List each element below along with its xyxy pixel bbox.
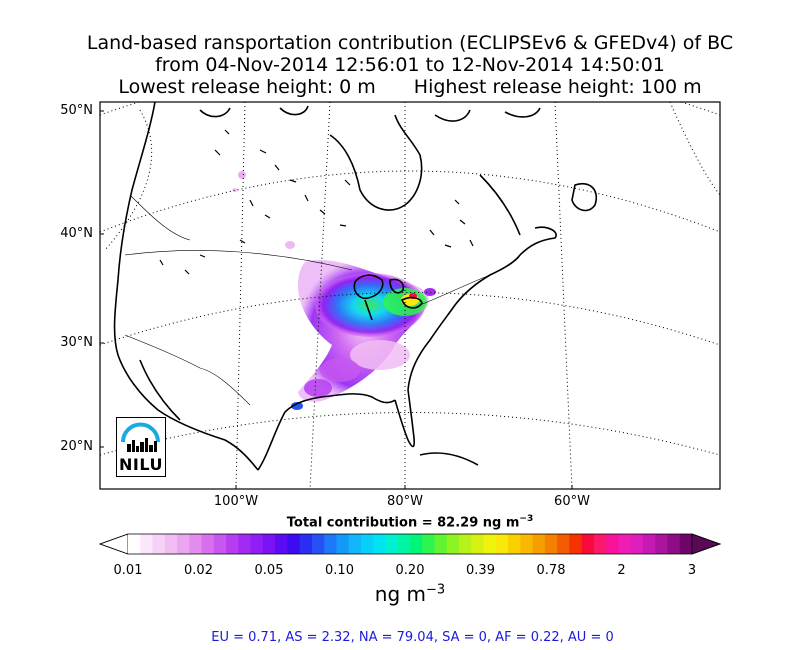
- colorbar-tick-label: 0.10: [325, 563, 354, 578]
- colorbar-segment: [348, 534, 362, 554]
- lakes: [159, 129, 474, 275]
- coastlines: [113, 102, 597, 471]
- colorbar-segment: [532, 534, 546, 554]
- colorbar-segment: [140, 534, 153, 554]
- nilu-logo-text: NILU: [119, 455, 163, 474]
- colorbar-tick-label: 2: [617, 563, 626, 578]
- title-line-1: Land-based ransportation contribution (E…: [86, 32, 734, 54]
- regional-contributions: EU = 0.71, AS = 2.32, NA = 79.04, SA = 0…: [211, 630, 614, 645]
- map-frame: [99, 101, 721, 490]
- colorbar-segment: [459, 534, 472, 554]
- colorbar-segment: [508, 534, 521, 554]
- colorbar-segment: [164, 534, 178, 554]
- colorbar-segment: [434, 534, 448, 554]
- axis-ticks: [100, 110, 573, 489]
- colorbar-segment: [495, 534, 509, 554]
- colorbar-tick-label: 3: [687, 563, 697, 578]
- colorbar-segment: [226, 534, 239, 554]
- lowest-release-height: Lowest release height: 0 m: [118, 76, 376, 98]
- borders: [124, 194, 491, 406]
- colorbar-segment: [446, 534, 460, 554]
- colorbar-tick-label: 0.02: [184, 563, 213, 578]
- lon-label-80w: 80°W: [387, 494, 423, 509]
- colorbar-segment: [238, 534, 252, 554]
- colorbar-segment: [373, 534, 386, 554]
- colorbar-segment: [360, 534, 374, 554]
- colorbar-segment: [262, 534, 276, 554]
- colorbar-segment: [520, 534, 534, 554]
- colorbar-tick-label: 0.05: [254, 563, 284, 578]
- colorbar-segment: [642, 534, 656, 554]
- colorbar-segment: [189, 534, 202, 554]
- highest-release-height: Highest release height: 100 m: [413, 76, 702, 98]
- colorbar-segment: [655, 534, 668, 554]
- colorbar-segment: [557, 534, 570, 554]
- colorbar-unit: ng m−3: [0, 582, 800, 606]
- colorbar-segment: [606, 534, 619, 554]
- colorbar-segment: [152, 534, 166, 554]
- total-contribution: Total contribution = 82.29 ng m−3: [0, 514, 800, 530]
- colorbar-frame: [98, 533, 722, 555]
- colorbar-segment: [311, 534, 325, 554]
- colorbar-segment: [397, 534, 411, 554]
- colorbar-unit-text: ng m: [374, 582, 427, 606]
- colorbar-segment: [177, 534, 190, 554]
- total-contribution-exponent: −3: [519, 514, 534, 524]
- colorbar-segment: [201, 534, 215, 554]
- colorbar-segment: [385, 534, 399, 554]
- colorbar-tick-label: 0.39: [466, 563, 495, 578]
- lat-label-50n: 50°N: [60, 103, 93, 118]
- title-line-2: from 04-Nov-2014 12:56:01 to 12-Nov-2014…: [155, 54, 665, 76]
- colorbar-max-extension: [691, 533, 722, 555]
- colorbar-segment: [287, 534, 301, 554]
- colorbar-segment: [483, 534, 497, 554]
- lat-label-40n: 40°N: [60, 226, 93, 241]
- lat-label-20n: 20°N: [60, 439, 93, 454]
- total-contribution-text: Total contribution = 82.29 ng m: [286, 515, 520, 531]
- colorbar-segment: [667, 534, 681, 554]
- colorbar-segment: [299, 534, 313, 554]
- title-line-3: Lowest release height: 0 m Highest releas…: [10, 76, 800, 99]
- lat-label-30n: 30°N: [60, 335, 93, 350]
- colorbar-tick-label: 0.01: [113, 563, 143, 578]
- colorbar-segment: [569, 534, 583, 554]
- colorbar-segment: [679, 534, 693, 554]
- colorbar-segment: [250, 534, 264, 554]
- colorbar-min-extension: [98, 533, 129, 555]
- colorbar-segment: [618, 534, 632, 554]
- nilu-logo-icon: [121, 422, 160, 452]
- colorbar-segment: [422, 534, 435, 554]
- colorbar-segment: [544, 534, 558, 554]
- colorbar-segment: [324, 534, 337, 554]
- colorbar-segment: [336, 534, 350, 554]
- colorbar-segment: [128, 534, 141, 554]
- colorbar-segment: [275, 534, 288, 554]
- colorbar-segment: [630, 534, 644, 554]
- graticule: [100, 102, 720, 489]
- colorbar-tick-label: 0.20: [395, 563, 425, 578]
- lon-label-60w: 60°W: [554, 494, 590, 509]
- colorbar-tick-label: 0.78: [536, 563, 566, 578]
- colorbar-segment: [593, 534, 607, 554]
- colorbar-unit-exponent: −3: [426, 582, 446, 598]
- lon-label-100w: 100°W: [213, 494, 259, 509]
- colorbar-segment: [213, 534, 227, 554]
- colorbar-segment: [410, 534, 423, 554]
- colorbar-segment: [471, 534, 484, 554]
- nilu-logo: NILU: [116, 417, 166, 477]
- colorbar-segment: [581, 534, 595, 554]
